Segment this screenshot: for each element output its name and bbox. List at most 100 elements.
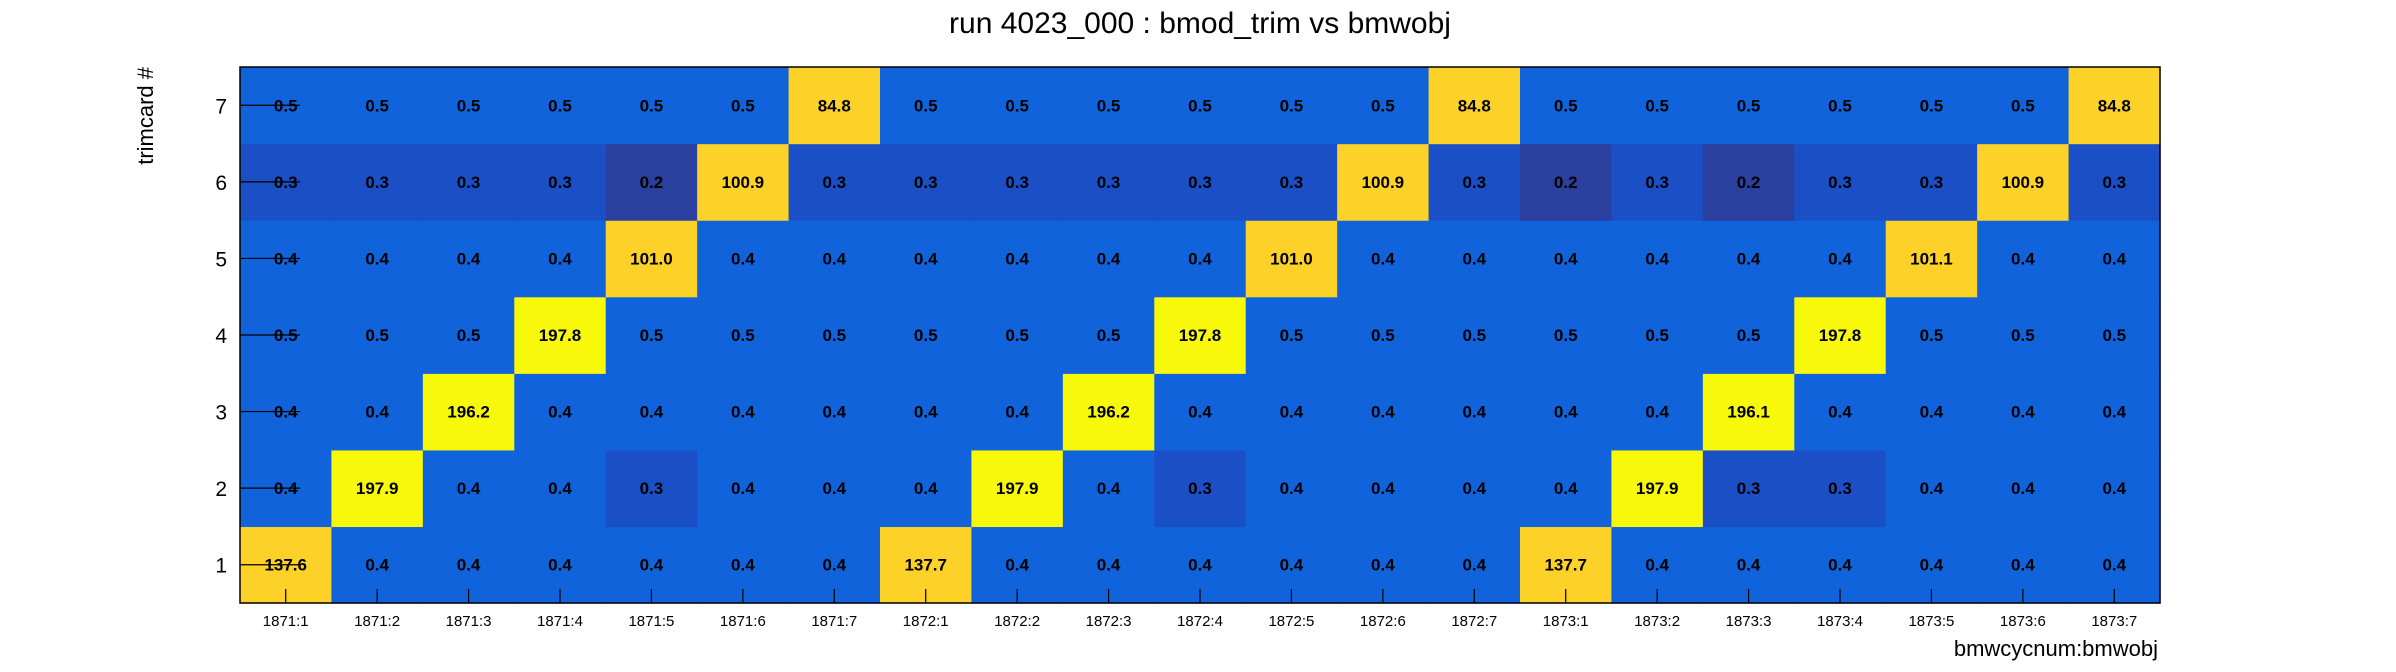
heatmap-cell bbox=[1885, 373, 1978, 451]
cell-value-label: 0.5 bbox=[1920, 96, 1944, 115]
x-tick-label: 1871:6 bbox=[720, 613, 766, 630]
heatmap-cell bbox=[1794, 143, 1887, 221]
cell-value-label: 0.4 bbox=[1188, 403, 1212, 422]
heatmap-cell bbox=[697, 143, 790, 221]
heatmap-cell bbox=[1154, 373, 1247, 451]
cell-value-label: 0.5 bbox=[1188, 96, 1212, 115]
cell-value-label: 0.3 bbox=[1280, 173, 1304, 192]
heatmap-cell bbox=[1428, 373, 1521, 451]
y-tick-label: 7 bbox=[215, 95, 227, 118]
cell-value-label: 0.5 bbox=[640, 326, 664, 345]
heatmap-cell bbox=[1702, 220, 1795, 298]
cell-value-label: 197.9 bbox=[356, 479, 399, 498]
cell-value-label: 0.4 bbox=[640, 403, 664, 422]
y-tick-label: 2 bbox=[215, 478, 227, 501]
cell-value-label: 84.8 bbox=[818, 96, 851, 115]
heatmap-cell bbox=[605, 296, 698, 374]
cell-value-label: 0.4 bbox=[1462, 249, 1486, 268]
heatmap-cell bbox=[880, 373, 973, 451]
heatmap-cell bbox=[697, 373, 790, 451]
heatmap-cell bbox=[1885, 67, 1978, 145]
x-tick-label: 1872:2 bbox=[994, 613, 1040, 630]
cell-value-label: 0.3 bbox=[1005, 173, 1029, 192]
cell-value-label: 0.4 bbox=[1645, 556, 1669, 575]
heatmap-cell bbox=[971, 296, 1064, 374]
cell-value-label: 0.4 bbox=[914, 403, 938, 422]
heatmap-cell bbox=[1154, 143, 1247, 221]
cell-value-label: 0.4 bbox=[457, 556, 481, 575]
heatmap-cell bbox=[971, 143, 1064, 221]
cell-value-label: 0.4 bbox=[1005, 403, 1029, 422]
cell-value-label: 137.7 bbox=[904, 556, 947, 575]
cell-value-label: 100.9 bbox=[722, 173, 765, 192]
heatmap-cell bbox=[605, 373, 698, 451]
cell-value-label: 0.3 bbox=[1645, 173, 1669, 192]
heatmap-cell bbox=[605, 143, 698, 221]
y-tick-label: 1 bbox=[215, 555, 227, 578]
heatmap-cell bbox=[1520, 67, 1613, 145]
heatmap-cell bbox=[1977, 449, 2070, 528]
heatmap-cell bbox=[1611, 143, 1704, 221]
cell-value-label: 0.4 bbox=[2102, 479, 2126, 498]
heatmap-cell bbox=[1520, 296, 1613, 374]
cell-value-label: 0.5 bbox=[914, 96, 938, 115]
heatmap-cell bbox=[1154, 67, 1247, 145]
cell-value-label: 0.3 bbox=[822, 173, 846, 192]
x-tick-label: 1873:7 bbox=[2091, 613, 2137, 630]
heatmap-cell bbox=[788, 143, 881, 221]
heatmap-cell bbox=[1154, 296, 1247, 374]
x-axis-label: bmwcycnum:bmwobj bbox=[1954, 636, 2158, 661]
cell-value-label: 0.5 bbox=[1005, 96, 1029, 115]
cell-value-label: 0.5 bbox=[1737, 96, 1761, 115]
cell-value-label: 0.4 bbox=[731, 403, 755, 422]
cell-value-label: 0.5 bbox=[1097, 96, 1121, 115]
cell-value-label: 0.4 bbox=[914, 249, 938, 268]
heatmap-cell bbox=[422, 67, 515, 145]
heatmap-cell bbox=[331, 296, 424, 374]
cell-value-label: 0.4 bbox=[365, 249, 389, 268]
cell-value-label: 0.4 bbox=[1828, 556, 1852, 575]
cell-value-label: 0.5 bbox=[640, 96, 664, 115]
x-tick-label: 1873:6 bbox=[2000, 613, 2046, 630]
cell-value-label: 0.4 bbox=[1462, 403, 1486, 422]
heatmap-cell bbox=[1977, 296, 2070, 374]
cell-value-label: 197.9 bbox=[1636, 479, 1679, 498]
cell-value-label: 0.5 bbox=[1097, 326, 1121, 345]
heatmap-cell bbox=[331, 373, 424, 451]
heatmap-cell bbox=[1337, 449, 1430, 528]
cell-value-label: 0.5 bbox=[1462, 326, 1486, 345]
heatmap-cell bbox=[1702, 449, 1795, 528]
heatmap-cell bbox=[605, 67, 698, 145]
heatmap-cell bbox=[1702, 67, 1795, 145]
y-tick-label: 6 bbox=[215, 172, 227, 195]
heatmap-cell bbox=[1977, 220, 2070, 298]
cell-value-label: 0.3 bbox=[640, 479, 664, 498]
cell-value-label: 0.4 bbox=[822, 249, 846, 268]
cell-value-label: 0.3 bbox=[1188, 479, 1212, 498]
cell-value-label: 0.4 bbox=[1371, 556, 1395, 575]
cell-value-label: 0.5 bbox=[2011, 96, 2035, 115]
cell-value-label: 197.9 bbox=[996, 479, 1039, 498]
cell-value-label: 0.4 bbox=[822, 556, 846, 575]
cell-value-label: 0.4 bbox=[2102, 249, 2126, 268]
heatmap-cell bbox=[2068, 220, 2161, 298]
heatmap-cell bbox=[1702, 373, 1795, 451]
heatmap-cell bbox=[2068, 67, 2161, 145]
cell-value-label: 0.4 bbox=[1737, 249, 1761, 268]
x-tick-label: 1872:4 bbox=[1177, 613, 1223, 630]
cell-value-label: 0.4 bbox=[2011, 249, 2035, 268]
y-tick-label: 4 bbox=[215, 325, 227, 348]
heatmap-cell bbox=[1337, 67, 1430, 145]
heatmap-cell bbox=[422, 143, 515, 221]
cell-value-label: 0.4 bbox=[2011, 403, 2035, 422]
heatmap-cell bbox=[605, 220, 698, 298]
heatmap-cell bbox=[514, 296, 607, 374]
heatmap-cell bbox=[1245, 220, 1338, 298]
cell-value-label: 0.2 bbox=[640, 173, 664, 192]
cell-value-label: 0.4 bbox=[1097, 249, 1121, 268]
cell-value-label: 0.5 bbox=[1920, 326, 1944, 345]
x-tick-label: 1873:2 bbox=[1634, 613, 1680, 630]
cell-value-label: 0.4 bbox=[1280, 479, 1304, 498]
cell-value-label: 0.4 bbox=[1371, 403, 1395, 422]
cell-value-label: 0.5 bbox=[1371, 96, 1395, 115]
